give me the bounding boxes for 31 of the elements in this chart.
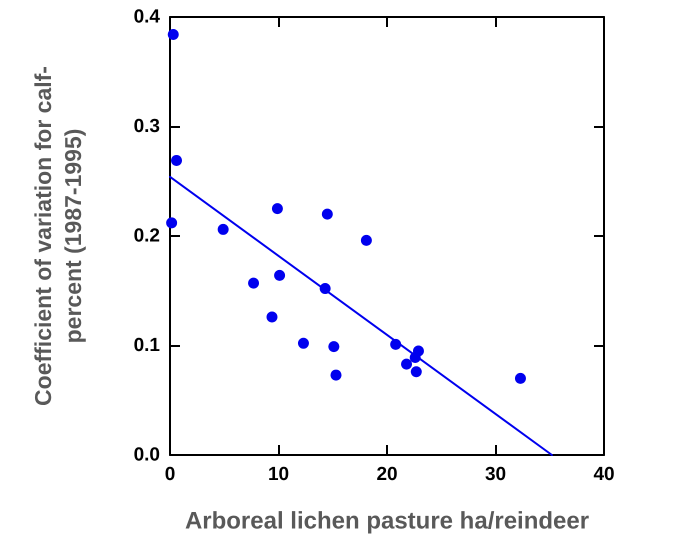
point	[360, 234, 372, 246]
y-tick-label: 0.0	[134, 444, 160, 466]
point	[266, 312, 278, 323]
y-tick-label: 0.1	[134, 335, 160, 356]
point	[390, 338, 402, 350]
x-tick-label: 40	[593, 464, 615, 485]
x-axis-title: Arboreal lichen pasture ha/reindeer	[184, 508, 590, 534]
point	[171, 154, 182, 166]
point	[248, 278, 260, 289]
point	[218, 224, 229, 235]
point	[401, 358, 412, 370]
y-tick-label: 0.3	[134, 116, 160, 137]
point	[320, 283, 331, 294]
x-tick-label: 20	[376, 464, 398, 485]
point	[168, 29, 179, 40]
x-tick-label: 0	[164, 464, 176, 485]
x-tick-label: 30	[484, 464, 506, 485]
point	[514, 372, 526, 384]
point	[328, 341, 340, 352]
point	[298, 338, 309, 349]
point	[410, 352, 421, 364]
y-axis-title: Coefficient of variation for calf- percent (1987-1995)	[30, 66, 86, 406]
point	[322, 208, 333, 220]
y-tick-label: 0.4	[134, 6, 160, 28]
y-tick-label: 0.2	[134, 226, 160, 246]
point	[410, 366, 422, 378]
point	[274, 270, 286, 281]
point	[166, 217, 178, 228]
point	[272, 203, 283, 214]
x-tick-label: 10	[268, 464, 290, 485]
point	[330, 370, 342, 381]
